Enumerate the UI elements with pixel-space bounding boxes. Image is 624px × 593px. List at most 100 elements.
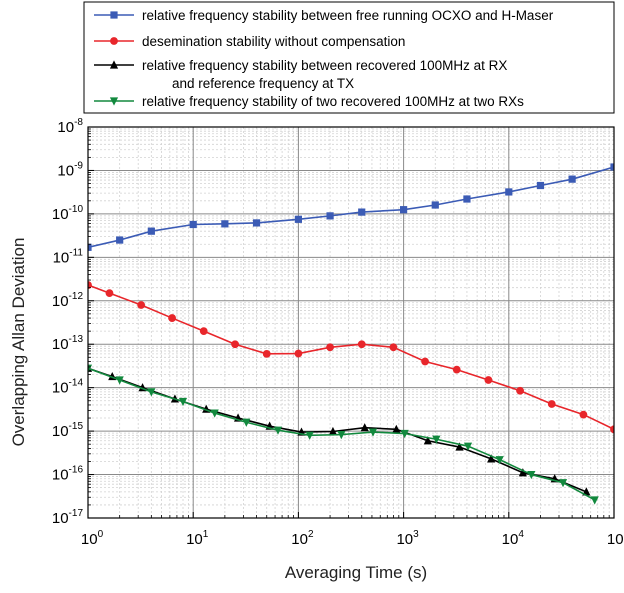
series-1-line xyxy=(88,166,614,249)
y-tick-label: 10-13 xyxy=(52,334,84,353)
series-3-point xyxy=(392,424,401,433)
series-3-line xyxy=(88,367,587,493)
series-2-point xyxy=(88,281,92,289)
series-2-point xyxy=(294,349,303,358)
series-2-point xyxy=(199,327,208,336)
y-tick-label: 10-14 xyxy=(52,378,84,397)
series-3-point xyxy=(487,454,496,463)
series-3-point xyxy=(423,436,432,445)
x-tick-label: 103 xyxy=(396,529,419,548)
series-4 xyxy=(88,364,599,505)
series-4-point xyxy=(527,470,536,480)
series-1-point xyxy=(505,188,513,196)
series-1-point xyxy=(431,201,439,209)
y-tick-label: 10-10 xyxy=(52,204,84,223)
minor-grid xyxy=(88,127,614,518)
y-tick-label: 10-9 xyxy=(57,160,83,179)
series-4-point xyxy=(432,435,441,444)
series-1-point xyxy=(221,220,229,228)
legend-label-line2: and reference frequency at TX xyxy=(172,76,354,91)
x-tick-label: 101 xyxy=(186,529,209,548)
series-4-point xyxy=(558,479,568,488)
series-1-point xyxy=(358,208,366,216)
series-2-point xyxy=(421,357,429,366)
series-1-point xyxy=(463,195,471,203)
legend-marker xyxy=(109,60,119,69)
x-axis-title: Averaging Time (s) xyxy=(285,563,427,582)
series-2-point xyxy=(452,365,461,374)
series-2-point xyxy=(105,289,114,298)
series-4-point xyxy=(273,426,283,435)
x-tick-label: 104 xyxy=(502,529,525,548)
y-tick-label: 10-16 xyxy=(52,465,84,484)
series-2-point xyxy=(231,340,239,349)
legend-label: relative frequency stability between rec… xyxy=(142,58,507,73)
series-1-point xyxy=(147,227,155,235)
series-4-point xyxy=(210,409,219,418)
series-2-point xyxy=(579,410,588,419)
series-1-point xyxy=(568,175,576,183)
y-tick-label: 10-8 xyxy=(57,117,83,136)
legend-marker xyxy=(109,97,119,106)
series-3-point xyxy=(455,442,464,451)
series-2-point xyxy=(168,314,176,322)
series-2-line xyxy=(88,284,614,431)
series-2-point xyxy=(137,301,146,309)
series-2 xyxy=(88,281,614,434)
series-2-point xyxy=(357,340,366,349)
series-3-point xyxy=(360,423,369,432)
series-1-point xyxy=(326,212,334,220)
series-1-point xyxy=(536,181,545,190)
legend-label: relative frequency stability of two reco… xyxy=(142,94,524,109)
series-4-point xyxy=(178,397,188,407)
y-tick-label: 10-11 xyxy=(53,247,84,266)
series-4-point xyxy=(147,388,156,397)
series-2-point xyxy=(516,386,524,395)
series-4-point xyxy=(495,456,504,465)
series-1-point xyxy=(252,219,261,227)
series-4-point xyxy=(115,376,124,385)
series-1-point xyxy=(400,206,408,214)
legend-label: relative frequency stability between fre… xyxy=(142,8,554,23)
series-1-point xyxy=(294,215,302,223)
series-1-point xyxy=(88,243,92,251)
x-tick-label: 102 xyxy=(291,529,314,548)
series-4-point xyxy=(305,431,314,440)
series-4-point xyxy=(463,442,473,451)
series-3 xyxy=(88,363,591,496)
x-tick-labels: 100 101 102 103 104 105 xyxy=(81,529,624,548)
legend-marker xyxy=(110,37,118,45)
series-1-point xyxy=(116,236,124,244)
x-tick-label: 105 xyxy=(607,529,624,548)
series-4-point xyxy=(590,496,599,505)
series-2-point xyxy=(484,376,493,384)
series-1 xyxy=(88,163,614,251)
series-3-point xyxy=(328,426,338,436)
x-tick-label: 100 xyxy=(81,529,104,548)
y-tick-label: 10-12 xyxy=(52,291,84,310)
series-1-point xyxy=(610,163,614,171)
series-4-point xyxy=(337,431,346,440)
series-4-point xyxy=(368,428,378,437)
y-tick-label: 10-17 xyxy=(52,508,84,527)
y-tick-label: 10-15 xyxy=(52,421,84,440)
series-4-point xyxy=(400,429,409,439)
series-2-point xyxy=(610,425,614,434)
legend-marker xyxy=(110,11,118,19)
legend-label: desemination stability without compensat… xyxy=(142,34,405,49)
series-layer xyxy=(88,163,614,505)
plot-frame xyxy=(87,126,615,519)
series-3-point xyxy=(518,468,527,477)
legend-box xyxy=(83,1,615,114)
series-2-point xyxy=(547,400,556,408)
series-4-point xyxy=(242,418,251,427)
series-1-point xyxy=(189,220,197,229)
y-axis-title: Overlapping Allan Deviation xyxy=(9,238,28,447)
major-grid xyxy=(88,127,614,518)
y-tick-labels: 10-17 10-16 10-15 10-14 10-13 10-12 10-11 10-10… xyxy=(52,117,84,527)
axis-ticks xyxy=(87,126,615,519)
series-2-point xyxy=(262,349,271,358)
legend: relative frequency stability between fre… xyxy=(83,1,615,114)
series-2-point xyxy=(326,343,334,352)
